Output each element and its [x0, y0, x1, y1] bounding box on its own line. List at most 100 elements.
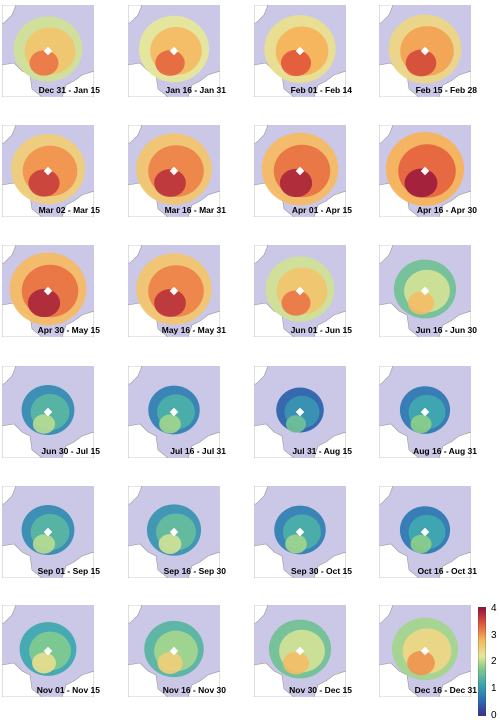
colorbar-tick: 4 [491, 603, 497, 614]
ice-thickness-field [158, 534, 182, 554]
panel-date-label: Jun 16 - Jun 30 [415, 325, 477, 335]
land-mass [254, 302, 295, 337]
land-mass [379, 486, 394, 505]
panel-date-label: Sep 30 - Oct 15 [291, 566, 352, 576]
land-mass [313, 310, 346, 337]
colorbar-gradient [477, 606, 487, 717]
ice-thickness-field [154, 169, 186, 197]
colorbar-tick: 2 [491, 656, 497, 667]
colorbar [477, 606, 487, 717]
north-pole-marker [295, 46, 305, 56]
arctic-map [2, 486, 94, 578]
land-mass [379, 543, 420, 578]
panel-date-label: Apr 30 - May 15 [37, 325, 100, 335]
land-mass [2, 245, 17, 264]
arctic-map [379, 605, 471, 697]
land-mass [379, 662, 420, 697]
land-mass [2, 605, 17, 624]
panel-date-label: May 16 - May 31 [161, 325, 226, 335]
map-panel: Apr 30 - May 15 [2, 245, 100, 337]
colorbar-tick: 3 [491, 630, 497, 641]
map-panel: Apr 16 - Apr 30 [379, 125, 477, 217]
arctic-map [254, 245, 346, 337]
land-mass [379, 62, 420, 97]
arctic-map [379, 125, 471, 217]
land-mass [438, 551, 471, 578]
land-mass [187, 551, 220, 578]
panel-date-label: Aug 16 - Aug 31 [413, 446, 477, 456]
panel-date-label: Jul 31 - Aug 15 [292, 446, 352, 456]
land-mass [187, 310, 220, 337]
land-mass [254, 125, 269, 144]
arctic-map [379, 366, 471, 458]
land-mass [128, 423, 169, 458]
panel-date-label: Feb 01 - Feb 14 [290, 85, 352, 95]
land-mass [2, 543, 43, 578]
ice-thickness-field [280, 49, 312, 77]
land-mass [187, 670, 220, 697]
ice-thickness-field [405, 49, 437, 77]
land-mass [379, 366, 394, 385]
map-panel: Nov 16 - Nov 30 [128, 605, 226, 697]
panel-date-label: Sep 16 - Sep 30 [163, 566, 226, 576]
land-mass [61, 670, 94, 697]
land-mass [187, 70, 220, 97]
land-mass [2, 62, 43, 97]
north-pole-marker [43, 46, 53, 56]
land-mass [128, 543, 169, 578]
land-mass [187, 190, 220, 217]
map-panel: Jan 16 - Jan 31 [128, 5, 226, 97]
land-mass [128, 5, 143, 24]
arctic-map [254, 125, 346, 217]
land-mass [2, 486, 17, 505]
land-mass [438, 670, 471, 697]
north-pole-marker [43, 286, 53, 296]
arctic-map [128, 605, 220, 697]
arctic-map [379, 245, 471, 337]
land-mass [438, 70, 471, 97]
land-mass [438, 310, 471, 337]
arctic-map [379, 486, 471, 578]
arctic-map [2, 605, 94, 697]
north-pole-marker [295, 407, 305, 417]
map-panel: Jun 16 - Jun 30 [379, 245, 477, 337]
land-mass [254, 543, 295, 578]
north-pole-marker [420, 46, 430, 56]
arctic-map [128, 125, 220, 217]
arctic-map [379, 5, 471, 97]
colorbar-tick: 1 [491, 683, 497, 694]
map-panel: Sep 16 - Sep 30 [128, 486, 226, 578]
ice-thickness-field [157, 652, 183, 674]
panel-date-label: Sep 01 - Sep 15 [37, 566, 100, 576]
north-pole-marker [169, 286, 179, 296]
land-mass [187, 431, 220, 458]
land-mass [2, 5, 17, 24]
arctic-map [2, 245, 94, 337]
map-panel: Dec 31 - Jan 15 [2, 5, 100, 97]
map-panel: Feb 01 - Feb 14 [254, 5, 352, 97]
land-mass [379, 245, 394, 264]
arctic-map [254, 366, 346, 458]
land-mass [128, 605, 143, 624]
ice-thickness-field [32, 414, 56, 434]
panel-date-label: Oct 16 - Oct 31 [417, 566, 477, 576]
ice-thickness-field [285, 534, 307, 554]
land-mass [2, 366, 17, 385]
north-pole-marker [420, 166, 430, 176]
north-pole-marker [420, 286, 430, 296]
land-mass [313, 190, 346, 217]
map-panel: Dec 16 - Dec 31 [379, 605, 477, 697]
ice-thickness-field [407, 650, 435, 676]
ice-thickness-field [281, 290, 311, 316]
arctic-map [128, 366, 220, 458]
map-panel: Jul 31 - Aug 15 [254, 366, 352, 458]
map-panel: Mar 16 - Mar 31 [128, 125, 226, 217]
land-mass [379, 125, 394, 144]
arctic-map [128, 486, 220, 578]
land-mass [254, 486, 269, 505]
ice-thickness-field [32, 652, 56, 674]
arctic-map [128, 5, 220, 97]
panel-date-label: Dec 16 - Dec 31 [414, 685, 477, 695]
land-mass [2, 125, 17, 144]
land-mass [128, 245, 143, 264]
